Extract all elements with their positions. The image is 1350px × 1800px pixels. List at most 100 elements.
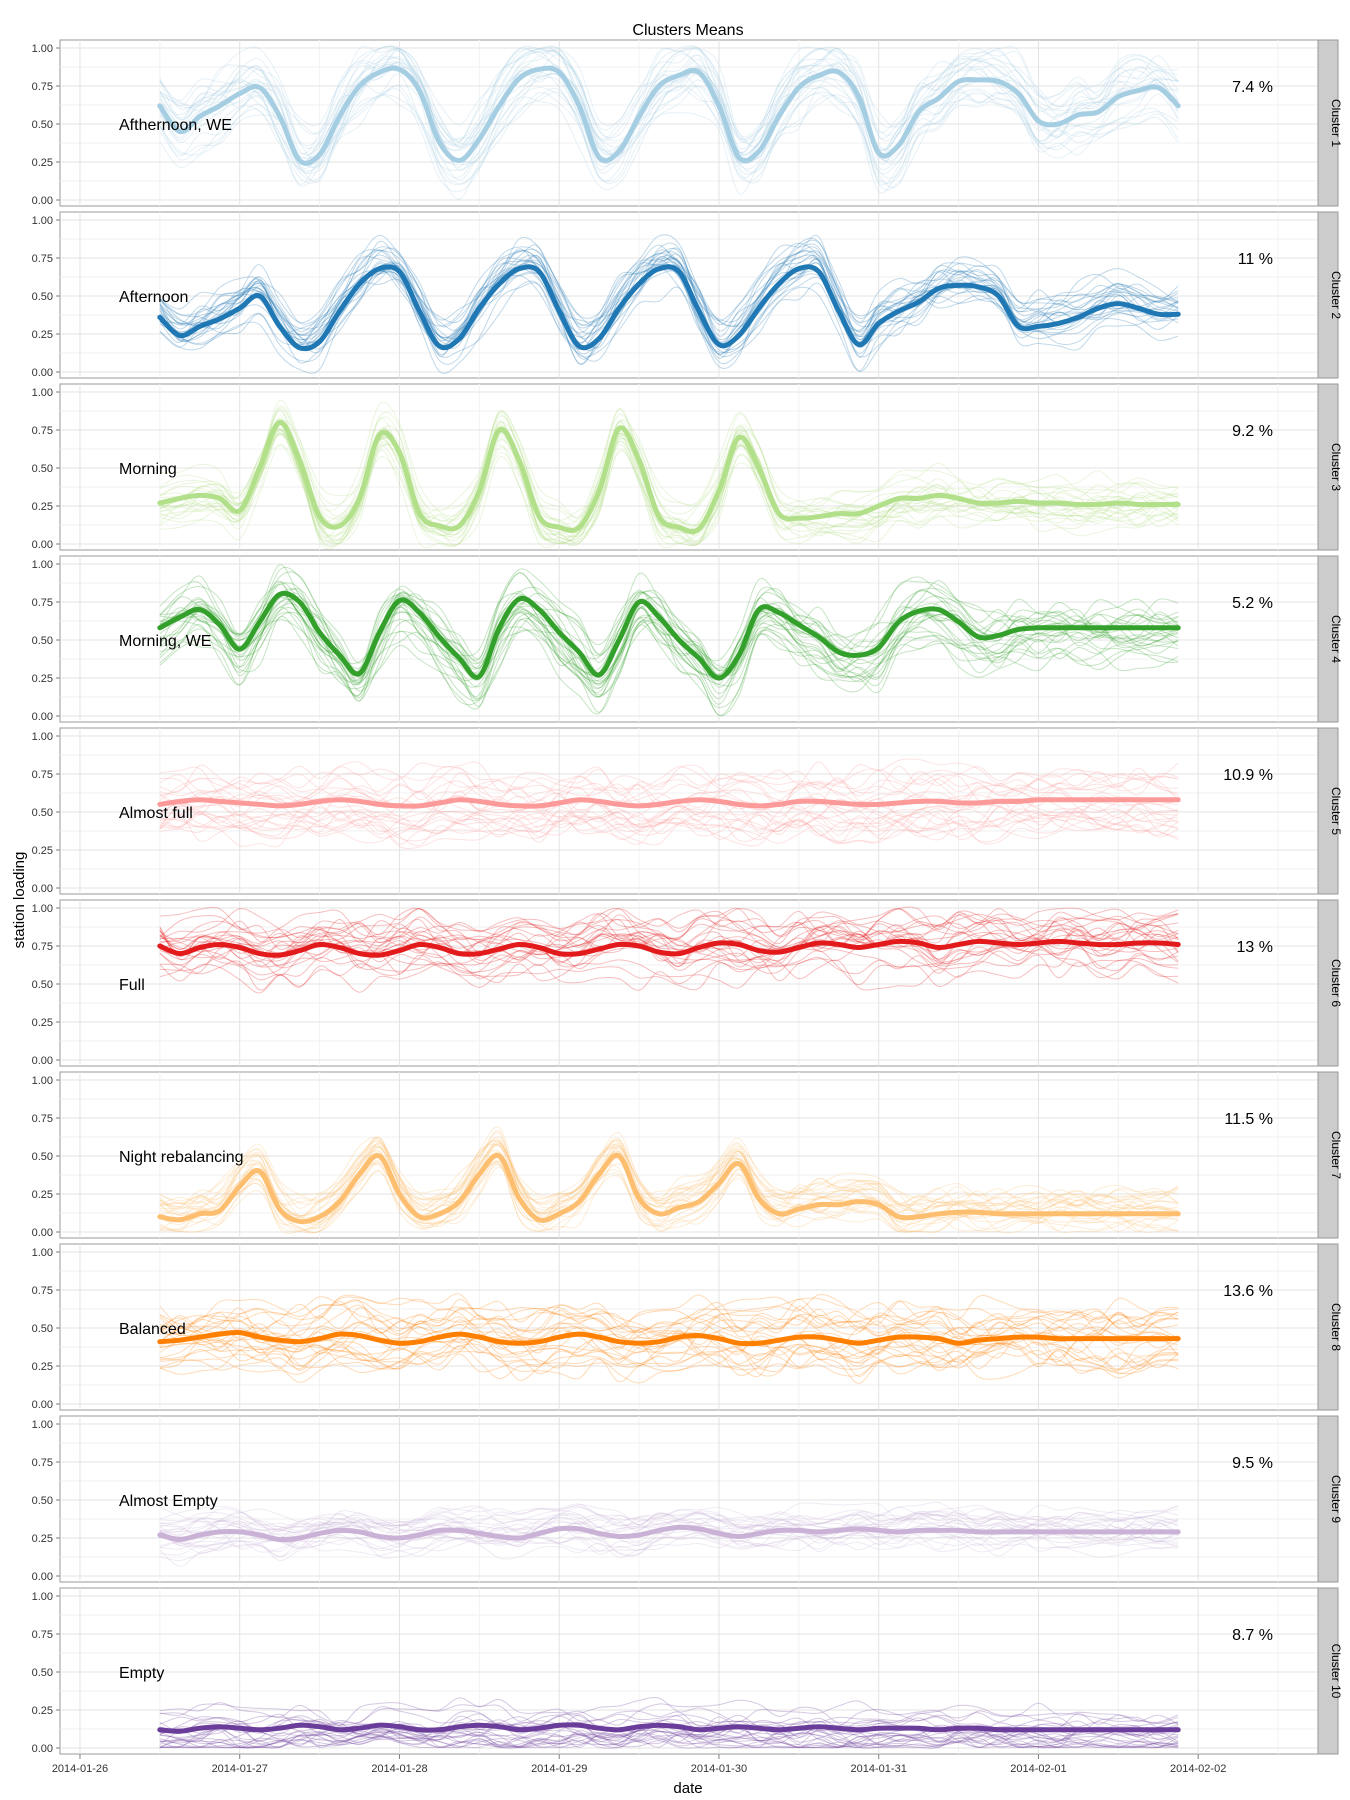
station-line: [159, 803, 1179, 847]
station-line: [159, 787, 1179, 830]
cluster-percent: 13.6 %: [1223, 1283, 1273, 1300]
station-line: [159, 906, 1179, 945]
x-tick-label: 2014-01-28: [371, 1763, 427, 1775]
station-line: [159, 422, 1179, 546]
facet-strip: [1317, 1415, 1339, 1583]
station-line: [159, 922, 1179, 971]
panel-cluster-9: 0.00 0.25 0.50 0.75 1.00 Almost Empty 9.5 % Clu…: [32, 1415, 1343, 1583]
y-tick-label: 0.50: [32, 635, 53, 647]
y-tick-label: 0.50: [32, 463, 53, 475]
x-tick-label: 2014-01-26: [52, 1763, 108, 1775]
y-tick-label: 0.00: [32, 539, 53, 551]
station-line: [159, 769, 1179, 808]
station-line: [159, 428, 1179, 546]
y-tick-label: 1.00: [32, 731, 53, 743]
station-line: [159, 1501, 1179, 1529]
y-tick-label: 1.00: [32, 1419, 53, 1431]
station-line: [159, 46, 1179, 141]
facet-strip-label: Cluster 10: [1329, 1644, 1343, 1699]
facet-strip-label: Cluster 1: [1329, 99, 1343, 147]
panel-cluster-6: 0.00 0.25 0.50 0.75 1.00 Full 13 % Cluster 6: [32, 899, 1343, 1067]
station-line: [159, 930, 1179, 976]
station-line: [159, 805, 1179, 845]
station-line: [159, 917, 1179, 957]
station-line: [159, 1131, 1179, 1223]
station-line: [159, 1142, 1179, 1223]
facet-strip-label: Cluster 3: [1329, 443, 1343, 491]
station-line: [159, 571, 1179, 679]
panel-background: [59, 899, 1319, 1067]
y-tick-label: 0.75: [32, 81, 53, 93]
station-line: [159, 1296, 1179, 1337]
facet-strip: [1317, 1071, 1339, 1239]
station-line: [159, 1320, 1179, 1355]
panel-cluster-8: 0.00 0.25 0.50 0.75 1.00 Balanced 13.6 % Cluste…: [32, 1243, 1343, 1411]
facet-strip-label: Cluster 9: [1329, 1475, 1343, 1523]
x-tick-label: 2014-01-29: [531, 1763, 587, 1775]
panel-cluster-1: 0.00 0.25 0.50 0.75 1.00 Afthernoon, WE 7.4 % C…: [32, 39, 1343, 207]
station-line: [159, 74, 1179, 191]
y-tick-label: 0.75: [32, 769, 53, 781]
cluster-percent: 13 %: [1237, 939, 1273, 956]
station-line: [159, 764, 1179, 808]
station-lines: [159, 564, 1179, 717]
station-line: [159, 1727, 1179, 1749]
station-line: [159, 1724, 1179, 1748]
x-tick-label: 2014-01-30: [691, 1763, 747, 1775]
cluster-10-mean-line: [157, 1722, 1181, 1734]
station-line: [159, 1327, 1179, 1371]
station-line: [159, 911, 1179, 955]
station-line: [159, 1298, 1179, 1339]
y-tick-label: 0.50: [32, 1495, 53, 1507]
station-line: [159, 588, 1179, 686]
y-tick-label: 0.00: [32, 367, 53, 379]
station-line: [159, 1314, 1179, 1355]
y-tick-label: 0.25: [32, 673, 53, 685]
x-tick-label: 2014-02-02: [1170, 1763, 1226, 1775]
station-line: [159, 45, 1179, 164]
station-line: [159, 1507, 1179, 1534]
y-tick-label: 0.50: [32, 291, 53, 303]
cluster-label: Full: [119, 977, 145, 994]
station-line: [159, 47, 1179, 156]
station-line: [159, 45, 1179, 149]
station-line: [159, 797, 1179, 843]
station-line: [159, 592, 1179, 683]
station-line: [159, 1697, 1179, 1727]
station-line: [159, 45, 1179, 156]
station-line: [159, 604, 1179, 701]
facet-strip: [1317, 383, 1339, 551]
station-line: [159, 1724, 1179, 1749]
station-line: [159, 768, 1179, 807]
station-lines: [159, 1126, 1179, 1234]
station-line: [159, 595, 1179, 700]
panel-cluster-3: 0.00 0.25 0.50 0.75 1.00 Morning 9.2 % Cluster …: [32, 383, 1343, 551]
station-line: [159, 257, 1179, 356]
station-line: [159, 946, 1179, 991]
station-line: [159, 46, 1179, 155]
panels-group: 0.00 0.25 0.50 0.75 1.00 Afthernoon, WE 7.4 % C…: [32, 39, 1343, 1755]
station-line: [159, 1131, 1179, 1217]
station-line: [159, 45, 1179, 154]
station-line: [159, 1726, 1179, 1749]
station-line: [159, 1163, 1179, 1233]
y-tick-label: 0.25: [32, 845, 53, 857]
station-line: [159, 407, 1179, 525]
station-line: [159, 63, 1179, 185]
cluster-label: Almost Empty: [119, 1493, 218, 1510]
station-line: [159, 1729, 1179, 1749]
panel-background: [59, 727, 1319, 895]
station-line: [159, 1503, 1179, 1531]
cluster-percent: 9.2 %: [1232, 423, 1273, 440]
station-line: [159, 254, 1179, 355]
y-tick-label: 0.00: [32, 1055, 53, 1067]
station-line: [159, 1156, 1179, 1234]
cluster-label: Afternoon: [119, 289, 188, 306]
station-line: [159, 1719, 1179, 1746]
station-line: [159, 1304, 1179, 1348]
station-line: [159, 237, 1179, 347]
y-tick-label: 0.50: [32, 979, 53, 991]
facet-strip: [1317, 39, 1339, 207]
station-line: [159, 255, 1179, 349]
station-line: [159, 1524, 1179, 1558]
